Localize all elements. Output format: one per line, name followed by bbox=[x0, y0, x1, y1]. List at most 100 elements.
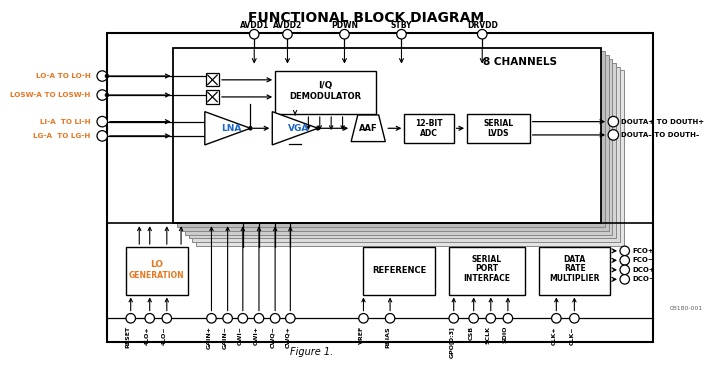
Text: 4LO−: 4LO− bbox=[162, 326, 167, 345]
Bar bbox=[275, 71, 376, 114]
Text: LOSW-A TO LOSW-H: LOSW-A TO LOSW-H bbox=[11, 92, 91, 98]
Text: GPO[0:3]: GPO[0:3] bbox=[449, 326, 454, 358]
Circle shape bbox=[207, 314, 216, 323]
Text: SDIO: SDIO bbox=[503, 326, 508, 344]
Text: CWI+: CWI+ bbox=[254, 326, 259, 345]
Bar bbox=[178, 51, 605, 227]
Text: GENERATION: GENERATION bbox=[129, 271, 185, 280]
Text: LO-A TO LO-H: LO-A TO LO-H bbox=[36, 73, 91, 79]
Circle shape bbox=[105, 93, 109, 97]
Circle shape bbox=[620, 265, 629, 275]
Text: PDWN: PDWN bbox=[331, 21, 358, 30]
Text: LVDS: LVDS bbox=[487, 128, 509, 138]
Circle shape bbox=[285, 314, 295, 323]
Text: RATE: RATE bbox=[564, 264, 586, 273]
Circle shape bbox=[270, 314, 280, 323]
Text: FCO−: FCO− bbox=[632, 257, 654, 263]
Circle shape bbox=[397, 30, 406, 39]
Text: CLK−: CLK− bbox=[569, 326, 574, 345]
Circle shape bbox=[97, 131, 107, 141]
Text: AVDD2: AVDD2 bbox=[273, 21, 302, 30]
Circle shape bbox=[608, 130, 618, 140]
Circle shape bbox=[486, 314, 495, 323]
Text: DEMODULATOR: DEMODULATOR bbox=[290, 92, 362, 101]
Text: 8 CHANNELS: 8 CHANNELS bbox=[483, 57, 557, 67]
Circle shape bbox=[249, 30, 259, 39]
Text: GAIN−: GAIN− bbox=[223, 326, 228, 349]
Bar bbox=[404, 114, 454, 142]
Text: SCLK: SCLK bbox=[486, 326, 491, 344]
Polygon shape bbox=[351, 115, 385, 142]
Bar bbox=[196, 70, 624, 246]
Text: AAF: AAF bbox=[359, 124, 377, 133]
Circle shape bbox=[569, 314, 579, 323]
Bar bbox=[193, 66, 620, 242]
Circle shape bbox=[620, 246, 629, 256]
Text: DCO−: DCO− bbox=[632, 276, 655, 282]
Circle shape bbox=[97, 116, 107, 127]
Text: REFERENCE: REFERENCE bbox=[372, 266, 426, 275]
Text: CSB: CSB bbox=[469, 326, 474, 340]
Circle shape bbox=[359, 314, 368, 323]
Bar bbox=[107, 33, 654, 342]
Text: GAIN+: GAIN+ bbox=[206, 326, 211, 349]
Circle shape bbox=[620, 256, 629, 265]
Text: LI-A  TO LI-H: LI-A TO LI-H bbox=[40, 119, 91, 125]
Text: FCO+: FCO+ bbox=[632, 248, 654, 254]
Text: 08180-001: 08180-001 bbox=[670, 306, 703, 311]
Text: FUNCTIONAL BLOCK DIAGRAM: FUNCTIONAL BLOCK DIAGRAM bbox=[248, 11, 485, 25]
Circle shape bbox=[385, 314, 395, 323]
Circle shape bbox=[162, 314, 172, 323]
Circle shape bbox=[249, 127, 252, 130]
Circle shape bbox=[105, 74, 109, 78]
Circle shape bbox=[449, 314, 459, 323]
Bar bbox=[467, 114, 530, 142]
Text: CWQ+: CWQ+ bbox=[285, 326, 290, 348]
Text: DCO+: DCO+ bbox=[632, 267, 655, 273]
Text: CLK+: CLK+ bbox=[551, 326, 557, 345]
Bar bbox=[173, 48, 601, 223]
Bar bbox=[185, 59, 613, 235]
Text: RBIAS: RBIAS bbox=[385, 326, 390, 348]
Text: LO: LO bbox=[150, 260, 163, 269]
Bar bbox=[364, 247, 435, 294]
Circle shape bbox=[551, 314, 561, 323]
Circle shape bbox=[255, 314, 264, 323]
Circle shape bbox=[97, 71, 107, 81]
Text: AVDD1: AVDD1 bbox=[239, 21, 269, 30]
Circle shape bbox=[469, 314, 478, 323]
Circle shape bbox=[339, 30, 349, 39]
Text: 4LO+: 4LO+ bbox=[145, 326, 150, 345]
Text: DATA: DATA bbox=[564, 255, 586, 264]
Circle shape bbox=[620, 275, 629, 284]
Circle shape bbox=[126, 314, 135, 323]
Text: DOUTA+ TO DOUTH+: DOUTA+ TO DOUTH+ bbox=[621, 119, 704, 125]
Polygon shape bbox=[205, 112, 250, 145]
Polygon shape bbox=[273, 112, 318, 145]
Bar bbox=[188, 63, 616, 239]
Circle shape bbox=[223, 314, 232, 323]
Text: CWQ−: CWQ− bbox=[270, 326, 275, 348]
Bar bbox=[206, 73, 219, 87]
Bar bbox=[449, 247, 525, 294]
Text: I/Q: I/Q bbox=[319, 81, 333, 90]
Text: Figure 1.: Figure 1. bbox=[290, 347, 333, 356]
Text: ADC: ADC bbox=[420, 128, 438, 138]
Text: STBY: STBY bbox=[390, 21, 412, 30]
Circle shape bbox=[97, 90, 107, 100]
Circle shape bbox=[145, 314, 155, 323]
Text: VGA: VGA bbox=[288, 124, 310, 133]
Circle shape bbox=[477, 30, 487, 39]
Bar bbox=[206, 90, 219, 104]
Text: RESET: RESET bbox=[126, 326, 131, 348]
Text: VREF: VREF bbox=[359, 326, 364, 344]
Text: MULTIPLIER: MULTIPLIER bbox=[549, 274, 600, 283]
Text: SERIAL: SERIAL bbox=[483, 119, 513, 128]
Text: INTERFACE: INTERFACE bbox=[464, 274, 510, 283]
Circle shape bbox=[608, 116, 618, 127]
Text: DRVDD: DRVDD bbox=[467, 21, 498, 30]
Circle shape bbox=[283, 30, 292, 39]
Circle shape bbox=[238, 314, 247, 323]
Circle shape bbox=[316, 127, 320, 130]
Bar bbox=[126, 247, 188, 294]
